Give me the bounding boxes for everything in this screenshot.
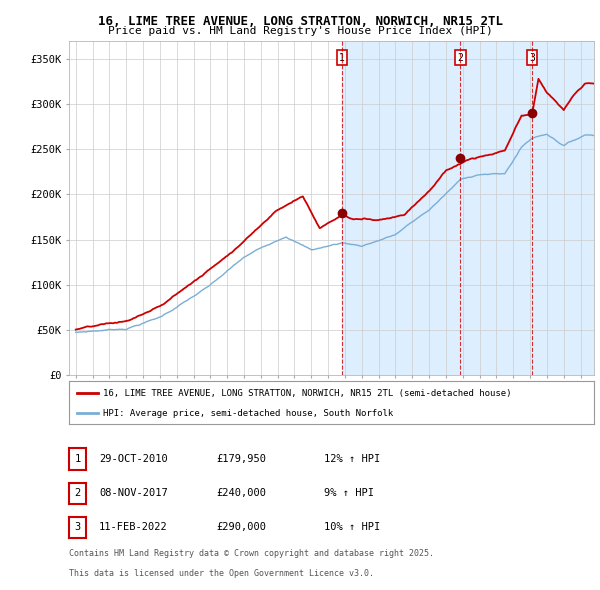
Text: 16, LIME TREE AVENUE, LONG STRATTON, NORWICH, NR15 2TL: 16, LIME TREE AVENUE, LONG STRATTON, NOR…	[97, 15, 503, 28]
Text: £179,950: £179,950	[216, 454, 266, 464]
Text: 9% ↑ HPI: 9% ↑ HPI	[324, 489, 374, 498]
Text: 2: 2	[74, 489, 80, 498]
Text: £240,000: £240,000	[216, 489, 266, 498]
Text: 2: 2	[457, 53, 463, 63]
Text: HPI: Average price, semi-detached house, South Norfolk: HPI: Average price, semi-detached house,…	[103, 408, 394, 418]
Text: Price paid vs. HM Land Registry's House Price Index (HPI): Price paid vs. HM Land Registry's House …	[107, 26, 493, 36]
Text: 08-NOV-2017: 08-NOV-2017	[99, 489, 168, 498]
Text: 16, LIME TREE AVENUE, LONG STRATTON, NORWICH, NR15 2TL (semi-detached house): 16, LIME TREE AVENUE, LONG STRATTON, NOR…	[103, 389, 512, 398]
Text: This data is licensed under the Open Government Licence v3.0.: This data is licensed under the Open Gov…	[69, 569, 374, 578]
Text: 12% ↑ HPI: 12% ↑ HPI	[324, 454, 380, 464]
Text: 3: 3	[74, 523, 80, 532]
Text: 10% ↑ HPI: 10% ↑ HPI	[324, 523, 380, 532]
Text: 11-FEB-2022: 11-FEB-2022	[99, 523, 168, 532]
Text: £290,000: £290,000	[216, 523, 266, 532]
Bar	[342, 41, 594, 375]
Text: 3: 3	[529, 53, 535, 63]
Text: 1: 1	[339, 53, 345, 63]
Text: 1: 1	[74, 454, 80, 464]
Text: 29-OCT-2010: 29-OCT-2010	[99, 454, 168, 464]
Text: Contains HM Land Registry data © Crown copyright and database right 2025.: Contains HM Land Registry data © Crown c…	[69, 549, 434, 558]
